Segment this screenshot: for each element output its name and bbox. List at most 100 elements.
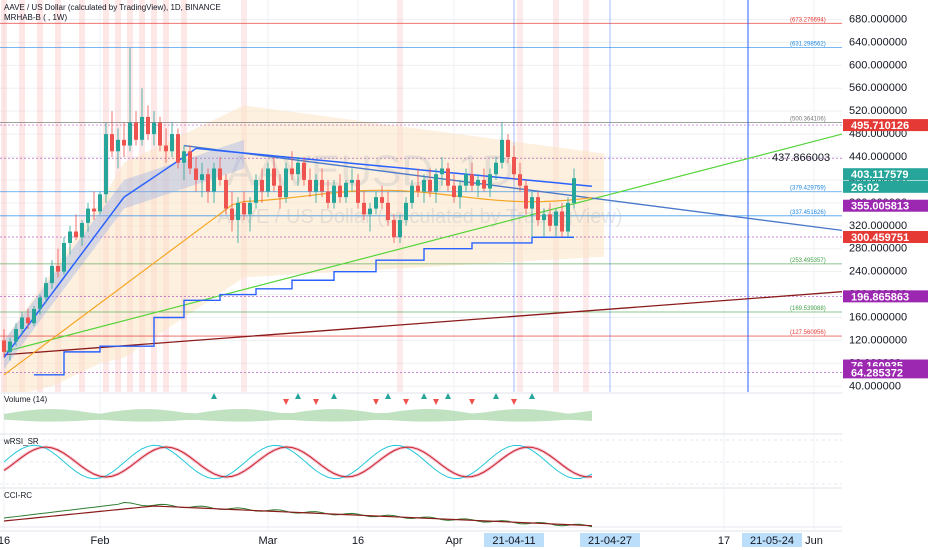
candle-body: [434, 174, 438, 192]
time-highlight: [742, 533, 802, 547]
candle-body: [116, 139, 120, 152]
candle: [356, 174, 360, 209]
candle-body: [572, 178, 576, 203]
level-label: (673.276694): [790, 17, 826, 23]
candle-body: [74, 231, 78, 238]
candle: [266, 162, 270, 198]
signal-marker: [421, 393, 427, 399]
candle: [446, 162, 450, 192]
wrsi-label: wRSI_SR: [4, 437, 39, 446]
candle-body: [98, 194, 102, 212]
candle: [470, 162, 474, 192]
candle: [176, 128, 180, 169]
price-badge: [843, 366, 928, 379]
price-badge-label: 403.117579: [851, 169, 909, 181]
price-tick-label: 280.000000: [849, 243, 907, 255]
candle: [530, 191, 534, 238]
candle-body: [524, 185, 528, 209]
candle: [380, 185, 384, 209]
price-tick-label: 320.000000: [849, 220, 907, 232]
candle: [98, 191, 102, 215]
candle-body: [452, 185, 456, 198]
candle-body: [44, 283, 48, 298]
candle: [386, 191, 390, 226]
candle-body: [260, 179, 264, 192]
time-tick-label: Jun: [805, 535, 823, 547]
time-tick-label: 16: [0, 535, 10, 547]
signal-marker: [469, 399, 475, 405]
candle-body: [560, 211, 564, 232]
candle-body: [368, 208, 372, 215]
level-label: (337.451626): [790, 210, 826, 216]
wrsi-signal-line: [3, 446, 593, 478]
candle: [80, 220, 84, 246]
signal-band: [79, 0, 85, 392]
candle-body: [248, 202, 252, 215]
cci-signal-line: [3, 505, 593, 527]
candle-body: [68, 231, 72, 243]
signal-marker: [445, 393, 451, 399]
signal-marker: [511, 399, 517, 405]
candle: [86, 202, 90, 232]
candle: [56, 248, 60, 278]
candle-body: [476, 179, 480, 186]
signal-marker: [313, 399, 319, 405]
signal-band: [55, 0, 61, 392]
price-badge-label: 64.285372: [851, 367, 903, 379]
candle-body: [536, 197, 540, 221]
candle-body: [278, 185, 282, 198]
candle-body: [296, 162, 300, 175]
volume-area: [4, 409, 592, 422]
candle: [290, 151, 294, 180]
candle-body: [332, 185, 336, 203]
candle-body: [200, 174, 204, 180]
time-tick-label: 17: [718, 535, 730, 547]
level-label: (631.298562): [790, 41, 826, 47]
candle: [344, 179, 348, 203]
candle-body: [350, 179, 354, 183]
candle-body: [212, 168, 216, 192]
signal-marker: [529, 393, 535, 399]
price-tick-label: 160.000000: [849, 311, 907, 323]
candle: [212, 162, 216, 203]
candle: [332, 179, 336, 209]
candle-body: [410, 185, 414, 203]
price-tick-label: 440.000000: [849, 151, 907, 163]
candle-body: [290, 168, 294, 175]
time-tick-label: 16: [352, 535, 364, 547]
candle: [308, 168, 312, 198]
time-axis[interactable]: 16 Feb Mar 16 Apr 17 Jun 21-04-11 21-04-27 21-05-…: [0, 530, 842, 547]
candle: [74, 214, 78, 241]
candle-body: [188, 151, 192, 169]
price-callout: 437.866003: [772, 152, 830, 164]
volume-pane[interactable]: 1M0: [0, 392, 864, 436]
candle-body: [176, 134, 180, 163]
candle: [2, 328, 6, 358]
candle-body: [386, 202, 390, 221]
candle: [224, 174, 228, 215]
candle: [338, 174, 342, 203]
candle: [314, 174, 318, 203]
candle-body: [164, 145, 168, 152]
candle: [8, 337, 12, 361]
candle: [422, 174, 426, 203]
candle-body: [446, 168, 450, 186]
candle-body: [56, 265, 60, 272]
price-axis[interactable]: 680.000000 640.000000 600.000000 560.000000…: [772, 0, 932, 550]
candle: [272, 157, 276, 192]
price-pane[interactable]: (673.276694) (631.298562) (500.364106) (379…: [0, 0, 843, 393]
candle: [428, 168, 432, 198]
candle-body: [146, 116, 150, 135]
price-tick-label: 680.000000: [849, 13, 907, 25]
candle-body: [344, 182, 348, 198]
candle-body: [92, 208, 96, 212]
candle-body: [470, 174, 474, 186]
candle: [554, 208, 558, 238]
candle: [572, 168, 576, 209]
candle: [320, 168, 324, 198]
candle: [542, 208, 546, 238]
signal-marker: [373, 399, 379, 405]
candle: [68, 225, 72, 255]
time-tick-label: Mar: [259, 535, 278, 547]
